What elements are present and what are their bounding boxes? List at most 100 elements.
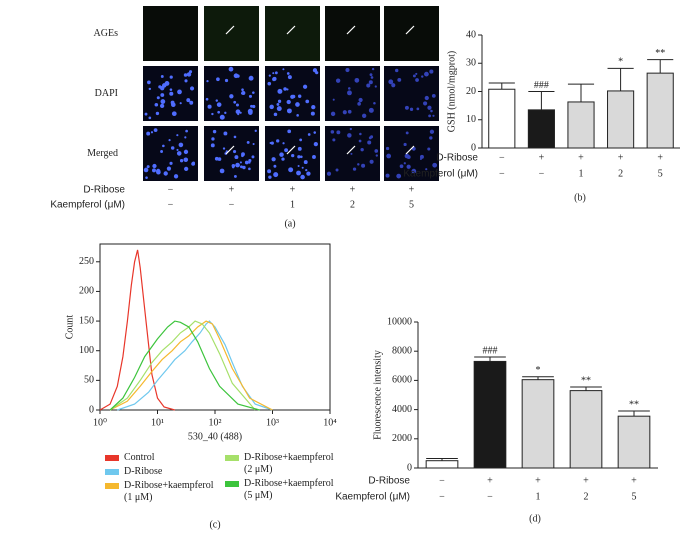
nucleus — [273, 112, 278, 117]
legend-label: Control — [124, 452, 155, 463]
micrograph — [384, 6, 439, 61]
nucleus — [207, 104, 212, 109]
nucleus — [330, 111, 336, 117]
nucleus — [176, 148, 179, 152]
condition-value: − — [499, 168, 505, 179]
bar — [646, 72, 674, 149]
nucleus — [273, 164, 277, 168]
nucleus — [295, 102, 300, 107]
nucleus — [235, 162, 240, 168]
nucleus — [171, 111, 177, 117]
nucleus — [184, 166, 189, 171]
nucleus — [185, 129, 188, 133]
nucleus — [186, 98, 191, 103]
nucleus — [354, 77, 360, 83]
nucleus — [419, 154, 424, 159]
nucleus — [168, 139, 171, 142]
condition-label: Kaempferol (μM) — [403, 169, 478, 180]
nucleus — [297, 94, 302, 98]
condition-value: 5 — [658, 168, 663, 179]
nucleus — [358, 139, 362, 143]
nucleus — [192, 161, 195, 165]
micrograph — [143, 6, 198, 61]
nucleus — [336, 130, 341, 135]
condition-value: + — [578, 152, 584, 163]
nucleus — [186, 72, 192, 77]
arrow — [225, 25, 235, 35]
nucleus — [224, 78, 229, 83]
y-tick-label: 30 — [466, 58, 476, 69]
nucleus — [391, 83, 396, 88]
nucleus — [427, 105, 432, 110]
condition-value: − — [229, 199, 235, 210]
nucleus — [424, 71, 429, 77]
nucleus — [335, 168, 339, 172]
y-tick-label: 6000 — [392, 375, 412, 386]
nucleus — [395, 68, 399, 73]
nucleus — [286, 88, 289, 91]
micrograph — [325, 6, 380, 61]
condition-value: 2 — [584, 491, 589, 502]
y-tick-label: 40 — [466, 29, 476, 40]
nucleus — [428, 114, 432, 118]
condition-value: + — [618, 152, 624, 163]
nucleus — [367, 140, 372, 145]
nucleus — [173, 174, 179, 179]
nucleus — [153, 128, 158, 133]
legend-item: D-Ribose+kaempferol (2 μM) — [225, 452, 337, 476]
nucleus — [156, 96, 160, 100]
micrograph — [143, 126, 198, 181]
nucleus — [229, 94, 234, 99]
y-tick-label: 10 — [466, 114, 476, 125]
nucleus — [211, 112, 214, 116]
nucleus — [347, 90, 352, 96]
y-tick-label: 100 — [79, 345, 94, 356]
nucleus — [234, 155, 239, 160]
nucleus — [419, 157, 422, 160]
nucleus — [361, 113, 367, 118]
nucleus — [415, 72, 418, 75]
arrow — [286, 145, 296, 155]
bar — [473, 360, 507, 469]
nucleus — [246, 140, 250, 144]
nucleus — [349, 127, 353, 131]
nucleus — [244, 160, 249, 165]
nucleus — [301, 166, 304, 169]
nucleus — [269, 104, 274, 110]
y-tick-label: 200 — [79, 286, 94, 297]
condition-value: + — [657, 152, 663, 163]
nucleus — [359, 132, 362, 136]
bar — [607, 90, 635, 149]
nucleus — [212, 129, 217, 134]
nucleus — [397, 77, 402, 82]
nucleus — [268, 74, 271, 77]
condition-value: − — [439, 491, 445, 502]
legend-label: D-Ribose — [124, 466, 163, 477]
condition-value: − — [499, 152, 505, 163]
legend-item: Control — [105, 452, 217, 464]
histogram-line — [99, 249, 175, 411]
nucleus — [357, 163, 360, 166]
nucleus — [146, 165, 150, 169]
condition-value: + — [631, 475, 637, 486]
nucleus — [406, 164, 411, 169]
nucleus — [299, 138, 303, 142]
nucleus — [375, 154, 378, 157]
nucleus — [252, 91, 255, 94]
bar — [488, 88, 516, 149]
condition-value: + — [409, 184, 415, 195]
y-axis-label: GSH (nmol/mgprot) — [446, 51, 457, 132]
nucleus — [347, 109, 352, 114]
x-tick-label: 10⁰ — [93, 417, 107, 428]
nucleus — [147, 80, 151, 85]
nucleus — [241, 88, 244, 92]
nucleus — [310, 111, 315, 116]
nucleus — [233, 174, 237, 178]
nucleus — [214, 156, 219, 161]
nucleus — [286, 99, 291, 105]
nucleus — [162, 144, 165, 148]
legend-item: D-Ribose — [105, 466, 217, 478]
nucleus — [276, 139, 280, 143]
nucleus — [160, 103, 165, 108]
nucleus — [345, 68, 350, 73]
